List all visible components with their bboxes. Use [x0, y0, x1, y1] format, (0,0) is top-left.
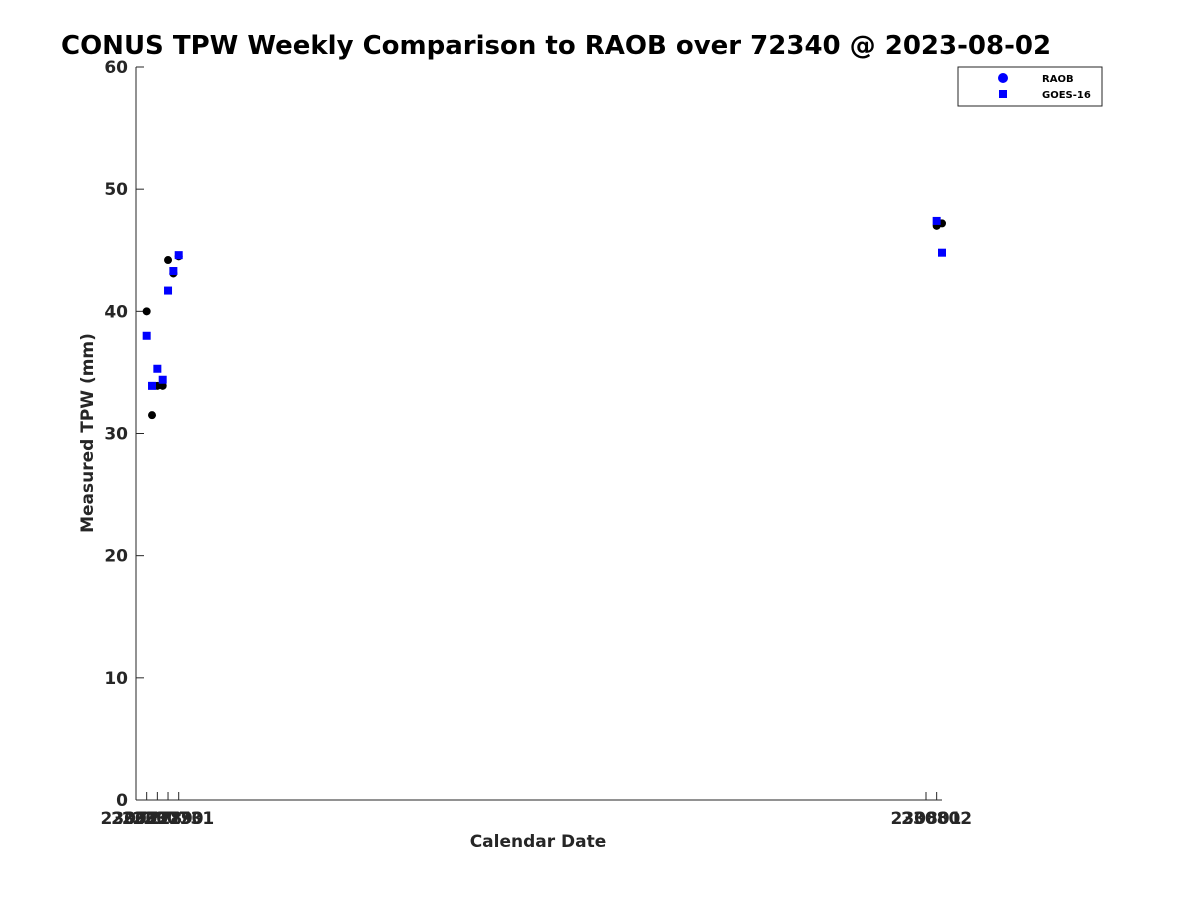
data-series: [142, 216, 946, 420]
raob-point: [142, 307, 151, 316]
goes16-point: [174, 251, 183, 260]
x-tick-label: 230729: [122, 809, 193, 829]
goes16-point: [938, 248, 946, 257]
y-tick-label: 50: [104, 180, 128, 200]
goes16-point: [142, 331, 151, 340]
y-tick-label: 30: [104, 425, 128, 445]
y-tick-label: 10: [104, 669, 128, 689]
x-tick-label: 230802: [901, 809, 972, 829]
goes16-point: [148, 381, 157, 390]
x-axis-label: Calendar Date: [470, 832, 607, 852]
legend-raob-marker: [998, 73, 1008, 83]
raob-point: [164, 256, 173, 265]
legend-raob-label: RAOB: [1042, 74, 1074, 85]
legend-goes16-marker: [999, 90, 1007, 98]
goes16-point: [169, 267, 178, 276]
y-tick-label: 60: [104, 58, 128, 78]
legend: RAOB GOES-16: [957, 66, 1103, 107]
goes16-point: [164, 286, 173, 295]
y-tick-label: 40: [104, 302, 128, 322]
goes16-point: [932, 216, 941, 225]
raob-point: [158, 381, 167, 390]
y-tick-label: 20: [104, 547, 128, 567]
x-tick-label: 230727: [101, 809, 172, 829]
y-tick-label: 0: [116, 791, 128, 811]
y-ticks: 0 10 20 30 40 50 60: [104, 58, 144, 811]
raob-point: [148, 411, 157, 420]
series-goes-16: [142, 216, 946, 390]
x-tick-label: 230801: [890, 809, 961, 829]
goes16-point: [158, 375, 167, 384]
x-tick-label: 230731: [143, 809, 214, 829]
legend-box: [957, 66, 1103, 107]
x-tick-label: 230730: [133, 809, 204, 829]
x-tick-label: 230728: [111, 809, 182, 829]
goes16-point: [153, 364, 162, 373]
legend-goes16-label: GOES-16: [1042, 90, 1091, 101]
y-axis-label: Measured TPW (mm): [78, 333, 98, 533]
chart-title: CONUS TPW Weekly Comparison to RAOB over…: [61, 31, 1051, 61]
